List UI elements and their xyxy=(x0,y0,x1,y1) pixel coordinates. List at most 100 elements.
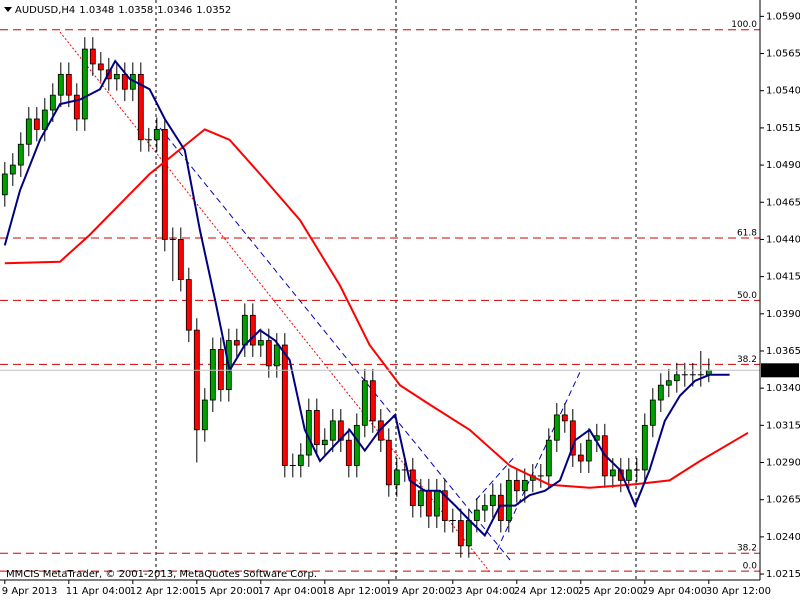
candle-body xyxy=(417,490,424,507)
y-tick-label: 1.0415 xyxy=(766,272,800,283)
candle-body xyxy=(369,380,376,422)
candle-body xyxy=(193,329,200,431)
symbol: AUDUSD,H4 xyxy=(15,5,75,16)
x-tick-label: 29 Apr 04:00 xyxy=(642,586,707,597)
candle-body xyxy=(25,118,32,145)
header-value: 1.0358 xyxy=(118,5,153,16)
copyright: MMCIS MetaTrader, © 2001-2013, MetaQuote… xyxy=(6,569,317,580)
header-value: 1.0346 xyxy=(157,5,192,16)
candle-body xyxy=(177,239,184,280)
y-tick-label: 1.0390 xyxy=(766,309,800,320)
candle-body xyxy=(425,490,432,517)
candle-body xyxy=(625,469,632,481)
candle-body xyxy=(409,469,416,507)
fib-label: 38.2 xyxy=(737,355,757,365)
channel-line xyxy=(475,454,517,501)
candle-body xyxy=(257,340,264,346)
y-tick-label: 1.0490 xyxy=(766,160,800,171)
y-tick-label: 1.0540 xyxy=(766,86,800,97)
candle-body xyxy=(217,349,224,391)
fib-label: 50.0 xyxy=(737,291,757,301)
x-tick-label: 12 Apr 12:00 xyxy=(130,586,195,597)
y-tick-label: 1.0515 xyxy=(766,123,800,134)
x-tick-label: 18 Apr 12:00 xyxy=(322,586,387,597)
candle-body xyxy=(57,73,64,96)
x-tick-label: 30 Apr 12:00 xyxy=(706,586,771,597)
candle-body xyxy=(81,48,88,120)
x-tick-label: 9 Apr 2013 xyxy=(2,586,57,597)
x-tick-label: 15 Apr 20:00 xyxy=(194,586,259,597)
candle-body xyxy=(433,490,440,517)
candle-body xyxy=(73,94,80,120)
candle-body xyxy=(457,520,464,547)
menu-arrow[interactable] xyxy=(4,7,12,12)
trend-line xyxy=(59,31,491,573)
candle-body xyxy=(113,73,120,80)
moving-average xyxy=(4,128,749,489)
candle-body xyxy=(249,314,256,346)
y-tick-label: 1.0240 xyxy=(766,532,800,543)
header-value: 1.0352 xyxy=(196,5,231,16)
candle-body xyxy=(49,94,56,111)
x-tick-label: 17 Apr 04:00 xyxy=(258,586,323,597)
x-tick-label: 25 Apr 20:00 xyxy=(578,586,643,597)
candle-body xyxy=(665,380,672,386)
last-price-label: 1.0352 xyxy=(765,365,800,376)
candle-body xyxy=(521,479,528,492)
candle-body xyxy=(201,399,208,431)
candle-body xyxy=(265,340,272,367)
candle-body xyxy=(465,520,472,547)
candle-body xyxy=(505,479,512,521)
y-tick-label: 1.0265 xyxy=(766,495,800,506)
x-tick-label: 23 Apr 04:00 xyxy=(450,586,515,597)
plot-area: 100.0 61.8 50.0 38.2 38.2 0.0 xyxy=(0,20,760,572)
candle-body xyxy=(577,454,584,462)
y-tick-label: 1.0215 xyxy=(766,569,800,580)
candle-body xyxy=(161,128,168,240)
candle-body xyxy=(1,173,8,196)
y-tick-label: 1.0590 xyxy=(766,11,800,22)
candle-body xyxy=(385,439,392,486)
candle-body xyxy=(153,128,160,141)
candle-body xyxy=(185,279,192,331)
candle-body xyxy=(585,439,592,462)
candle-body xyxy=(481,505,488,511)
y-tick-label: 1.0290 xyxy=(766,458,800,469)
fib-label: 0.0 xyxy=(743,562,758,572)
candle-body xyxy=(569,420,576,456)
y-tick-label: 1.0565 xyxy=(766,49,800,60)
y-tick-label: 1.0365 xyxy=(766,346,800,357)
candle-body xyxy=(321,439,328,446)
candle-body xyxy=(657,384,664,401)
candle-body xyxy=(489,494,496,507)
candle-body xyxy=(329,420,336,441)
last-price-box xyxy=(761,363,799,378)
candle-body xyxy=(393,469,400,486)
trend-line xyxy=(159,127,511,561)
candle-body xyxy=(609,469,616,477)
candle-body xyxy=(17,143,24,166)
candle-body xyxy=(673,374,680,382)
fib-label: 38.2 xyxy=(737,544,757,554)
candle-body xyxy=(345,439,352,466)
candle-body xyxy=(33,118,40,130)
candle-body xyxy=(473,509,480,521)
candle-body xyxy=(641,424,648,471)
x-tick-label: 11 Apr 04:00 xyxy=(66,586,131,597)
candle-body xyxy=(65,73,72,96)
candle-body xyxy=(273,344,280,367)
candle-body xyxy=(297,454,304,466)
candle-body xyxy=(561,414,568,422)
y-tick-label: 1.0315 xyxy=(766,420,800,431)
x-tick-label: 24 Apr 12:00 xyxy=(514,586,579,597)
candle-body xyxy=(361,380,368,426)
candle-body xyxy=(513,479,520,492)
candle-body xyxy=(281,344,288,466)
candle-body xyxy=(137,73,144,141)
header-value: 1.0348 xyxy=(79,5,114,16)
candle-body xyxy=(233,340,240,346)
candle-body xyxy=(441,490,448,521)
candle-body xyxy=(9,164,16,175)
fib-label: 61.8 xyxy=(737,228,757,238)
